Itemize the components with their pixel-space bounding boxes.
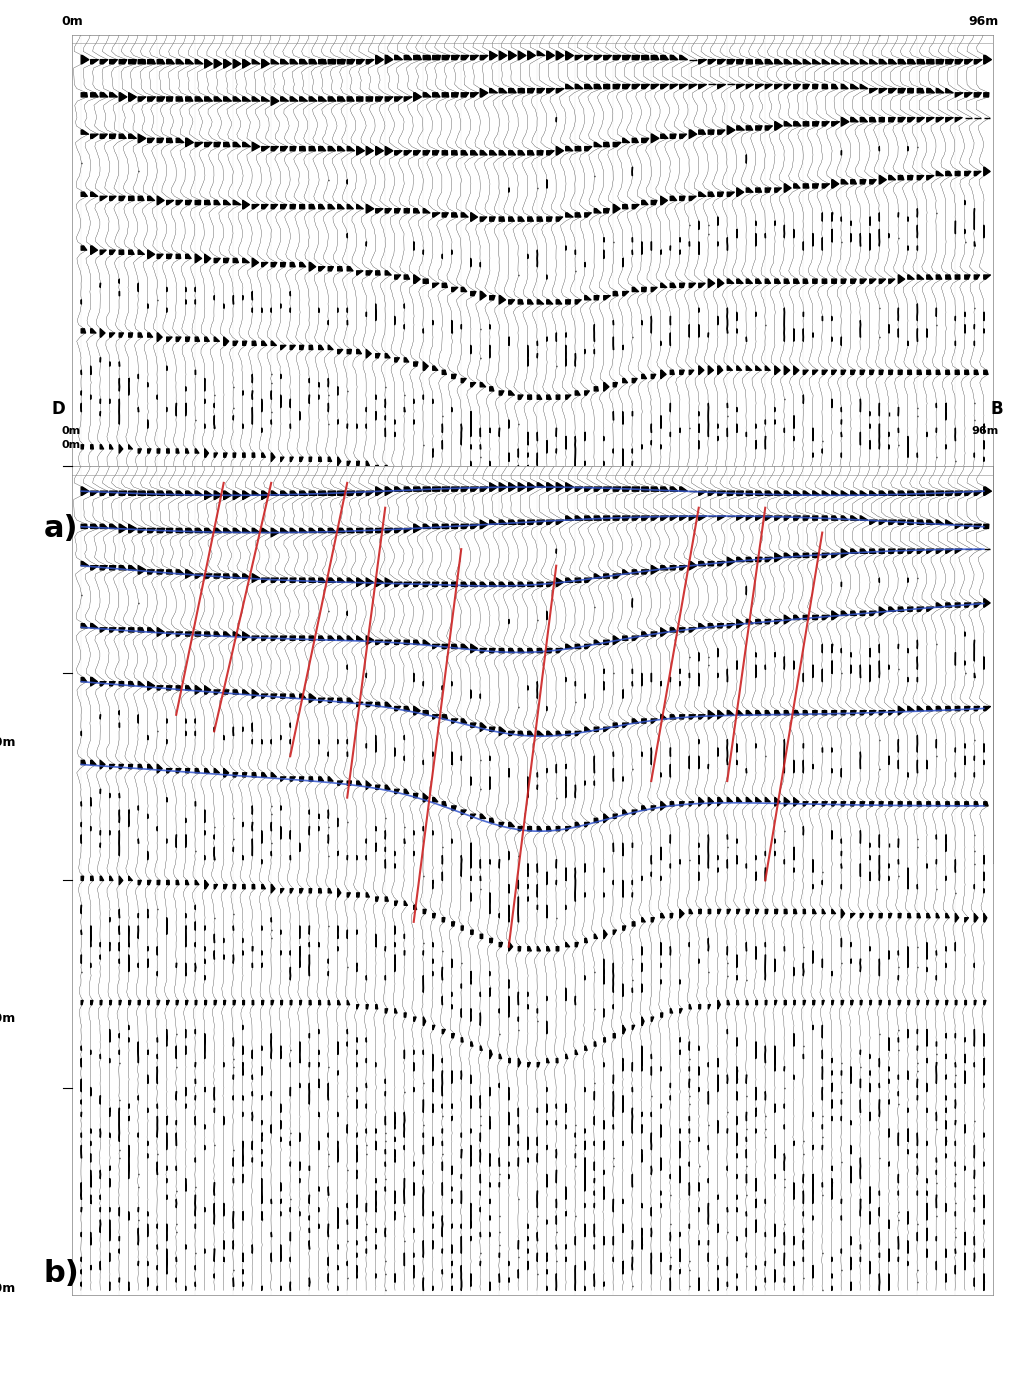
- Text: 0m: 0m: [61, 440, 81, 450]
- Text: B: B: [991, 400, 1004, 418]
- Text: 150m: 150m: [0, 1282, 15, 1295]
- Text: 0m: 0m: [61, 426, 81, 436]
- Text: 0m: 0m: [61, 15, 83, 28]
- Text: D: D: [51, 400, 65, 418]
- Text: 96m: 96m: [971, 426, 998, 436]
- Text: a): a): [44, 515, 79, 543]
- Text: b): b): [44, 1260, 79, 1288]
- Text: 100m: 100m: [0, 1012, 15, 1025]
- Text: 96m: 96m: [968, 15, 998, 28]
- Text: 50m: 50m: [0, 736, 15, 749]
